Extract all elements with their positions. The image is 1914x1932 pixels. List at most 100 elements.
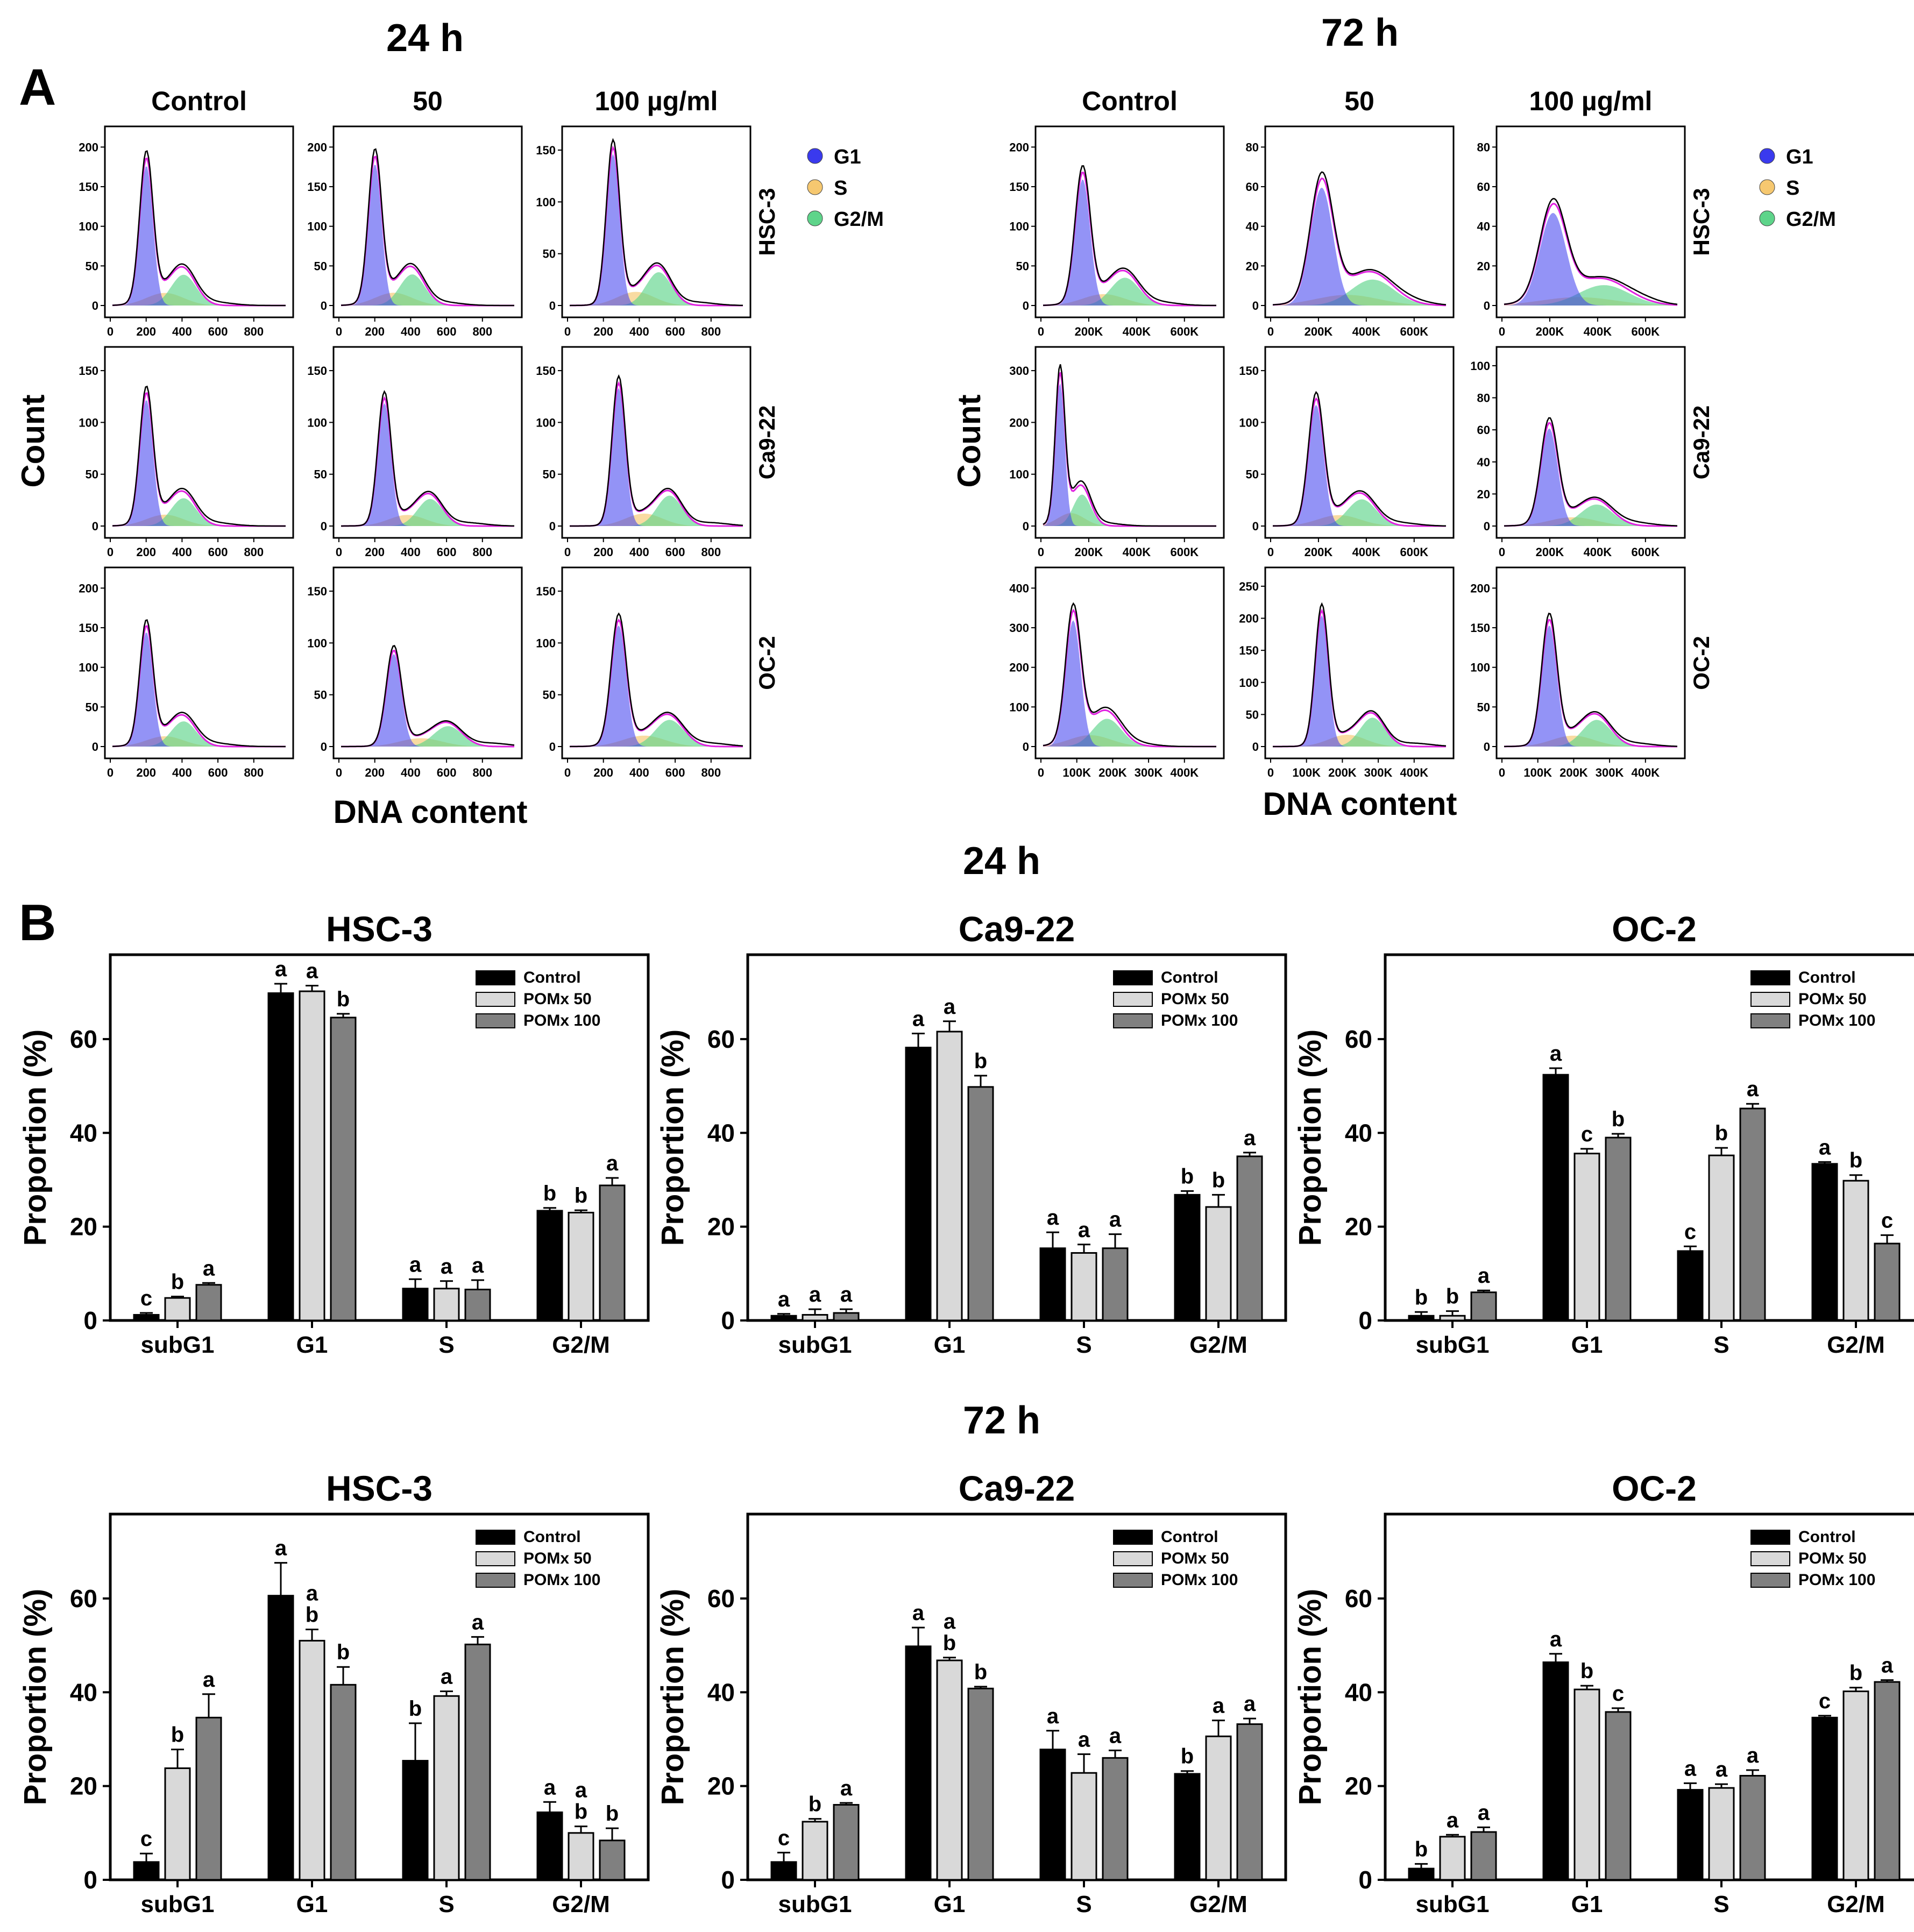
- histogram-y-tick-label: 150: [536, 585, 556, 598]
- bar-pomx-100-g1: [967, 1086, 994, 1322]
- bar-legend-label: POMx 100: [523, 1571, 600, 1589]
- histogram-x-tick-label: 200K: [1536, 545, 1564, 559]
- histogram-x-tick-label: 400: [401, 545, 421, 559]
- bar-legend-swatch: [1750, 1013, 1790, 1028]
- bar-legend-label: Control: [523, 969, 581, 986]
- histogram-x-tick-label: 400: [629, 545, 649, 559]
- histogram-x-tick-label: 200K: [1559, 766, 1588, 779]
- histogram-g1-area: [341, 165, 514, 306]
- histogram-g2m-area: [112, 274, 286, 306]
- significance-letter: a: [809, 1283, 821, 1306]
- histogram-y-tick-label: 200: [1009, 416, 1029, 429]
- histogram-y-tick-label: 100: [79, 661, 98, 674]
- bar-control-g2m: [536, 1811, 563, 1881]
- histogram-column-header-72h: 50: [1344, 86, 1374, 116]
- histogram-x-tick-label: 0: [564, 545, 571, 559]
- histogram-g1-area: [341, 403, 514, 526]
- bar-chart-y-tick-label: 60: [1345, 1585, 1372, 1613]
- bar-control-g1: [267, 992, 294, 1322]
- bar-legend-label: POMx 50: [1798, 990, 1867, 1008]
- legend-label: G1: [1786, 146, 1813, 168]
- bar-chart-ylabel: Proportion (%): [18, 1029, 53, 1246]
- histogram-x-tick-label: 200: [365, 545, 385, 559]
- histogram-x-tick-label: 400K: [1584, 325, 1612, 338]
- histogram-y-tick-label: 0: [1484, 299, 1490, 312]
- histogram-g2m-area: [112, 721, 286, 747]
- significance-letter: b: [974, 1049, 987, 1073]
- histogram-24h-r1-c0: 0 200 400 600 800 0 50 100 150: [79, 346, 294, 559]
- significance-letter: a: [944, 1610, 956, 1633]
- histogram-g1-area: [1273, 187, 1446, 306]
- bar-chart-category-label: G1: [1571, 1891, 1603, 1917]
- bar-chart-y-tick-label: 60: [707, 1025, 735, 1053]
- histogram-72h-r1-c1: 0 200K 400K 600K 0 50 100 150: [1239, 346, 1455, 559]
- histogram-g2m-area: [341, 726, 514, 747]
- histogram-24h-r0-c1: 0 200 400 600 800 0 50 100 150 200: [307, 125, 523, 338]
- histogram-x-tick-label: 100K: [1062, 766, 1091, 779]
- bar-control-g1: [267, 1595, 294, 1881]
- bar-pomx-50-subg1: [1439, 1315, 1466, 1322]
- bar-chart-category-label: G2/M: [552, 1891, 610, 1917]
- histogram-y-tick-label: 50: [86, 468, 98, 481]
- histogram-x-tick-label: 0: [1267, 766, 1274, 779]
- histogram-raw-curve: [1043, 364, 1216, 527]
- bar-control-subg1: [1408, 1867, 1435, 1881]
- bar-chart-frame: [1384, 953, 1914, 1322]
- bar-pomx-50-s: [1708, 1787, 1735, 1881]
- bar-pomx-50-g2m: [1205, 1735, 1232, 1881]
- bar-pomx-100-g2m: [1236, 1155, 1263, 1322]
- histogram-x-tick-label: 400K: [1123, 545, 1151, 559]
- histogram-x-tick-label: 400K: [1584, 545, 1612, 559]
- histogram-x-tick-label: 400: [401, 325, 421, 338]
- bar-legend-label: POMx 100: [523, 1012, 600, 1029]
- histogram-24h-r0-c0: 0 200 400 600 800 0 50 100 150 200: [79, 125, 294, 338]
- significance-letter: a: [1047, 1704, 1059, 1728]
- histogram-x-tick-label: 600K: [1171, 325, 1199, 338]
- histogram-raw-curve: [1043, 602, 1216, 748]
- histogram-24h-r1-c1: 0 200 400 600 800 0 50 100 150: [307, 346, 523, 559]
- significance-letter: a: [1478, 1801, 1490, 1824]
- histogram-x-tick-label: 100K: [1292, 766, 1321, 779]
- histogram-x-tick-label: 200: [593, 766, 613, 779]
- histogram-x-tick-label: 0: [107, 325, 114, 338]
- bar-legend-swatch: [476, 1013, 515, 1028]
- significance-letter: a: [1078, 1728, 1090, 1751]
- bar-chart-frame: [109, 953, 650, 1322]
- histogram-g2m-area: [1043, 278, 1216, 306]
- histogram-raw-curve: [1504, 612, 1678, 748]
- histogram-row-label-24h: Ca9-22: [754, 406, 779, 480]
- significance-letter: b: [809, 1793, 821, 1816]
- bar-chart-category-label: subG1: [1416, 1891, 1490, 1917]
- histogram-raw-curve: [569, 138, 743, 307]
- bar-chart-title: HSC-3: [326, 909, 433, 949]
- bar-legend-swatch: [1750, 970, 1790, 985]
- bar-control-g1: [1542, 1661, 1569, 1881]
- bar-pomx-100-subg1: [195, 1284, 222, 1322]
- bar-chart-title: Ca9-22: [959, 909, 1075, 949]
- histogram-x-tick-label: 200: [136, 325, 156, 338]
- histogram-y-tick-label: 50: [543, 468, 556, 481]
- histogram-y-tick-label: 100: [1009, 220, 1029, 233]
- bar-control-s: [1677, 1789, 1704, 1881]
- histogram-y-tick-label: 20: [1477, 259, 1490, 273]
- bar-chart-category-label: G1: [296, 1891, 328, 1917]
- histogram-y-tick-label: 100: [1009, 700, 1029, 714]
- histogram-g1-area: [1043, 179, 1216, 306]
- bar-pomx-50-g1: [299, 990, 325, 1322]
- histogram-x-tick-label: 600: [437, 325, 457, 338]
- bar-chart-category-label: subG1: [778, 1891, 852, 1917]
- histogram-y-tick-label: 50: [314, 468, 327, 481]
- histogram-y-tick-label: 50: [314, 259, 327, 273]
- significance-letter: a: [472, 1610, 484, 1634]
- significance-letter: a: [1747, 1077, 1759, 1101]
- histogram-y-tick-label: 100: [1239, 416, 1259, 429]
- bar-pomx-50-subg1: [1439, 1836, 1466, 1881]
- histogram-x-tick-label: 400K: [1352, 325, 1381, 338]
- bar-chart-ylabel: Proportion (%): [655, 1589, 690, 1806]
- significance-letter: a: [203, 1256, 215, 1280]
- bar-chart-y-tick-label: 60: [70, 1585, 97, 1613]
- histogram-y-tick-label: 200: [1009, 661, 1029, 674]
- histogram-y-tick-label: 250: [1239, 580, 1259, 593]
- histogram-y-tick-label: 100: [1470, 359, 1490, 373]
